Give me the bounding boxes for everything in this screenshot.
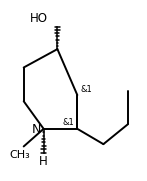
Text: HO: HO [30, 12, 48, 25]
Text: N: N [32, 123, 41, 136]
Text: H: H [39, 155, 48, 168]
Text: &1: &1 [80, 85, 92, 94]
Text: CH₃: CH₃ [9, 150, 30, 160]
Text: &1: &1 [63, 118, 75, 127]
